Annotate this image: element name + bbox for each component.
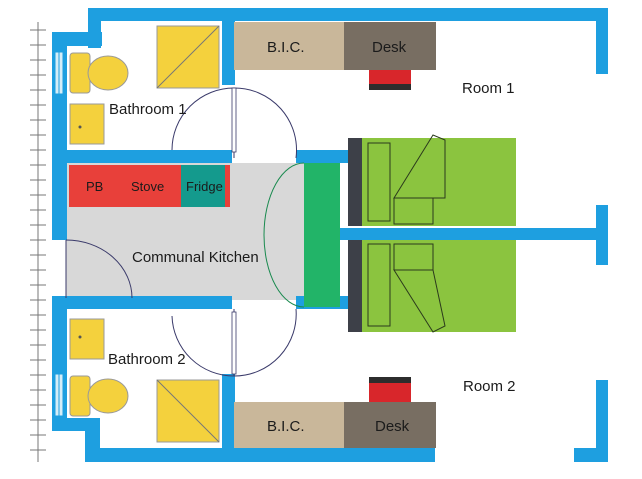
counter-extension [225,165,230,207]
room-label: Bathroom 1 [109,101,187,118]
room-label: Room 1 [462,80,515,97]
toilet-icon [69,375,129,417]
shower-icon [156,379,220,443]
counter-label: Fridge [186,179,223,194]
room-door-arc [263,162,305,308]
walls [52,8,608,462]
vanity-icon [69,318,105,360]
room-door [304,163,340,307]
counter-pb-stove [69,165,181,207]
bic [234,22,344,70]
chair-icon [369,383,411,402]
counter-label: PB [86,179,103,194]
bed-room1 [348,134,516,226]
chair-back [369,377,411,383]
desk [344,402,436,448]
desk [344,22,436,70]
counter-label: Stove [131,179,164,194]
furniture-label: Desk [372,39,407,56]
vanity-icon [69,103,105,145]
furniture-label: B.I.C. [267,418,305,435]
chair-back [369,84,411,90]
room-label: Communal Kitchen [132,249,259,266]
scale-ruler [30,22,46,462]
bic [234,402,344,448]
shower-icon [156,25,220,89]
room-label: Bathroom 2 [108,351,186,368]
fridge [181,165,225,207]
windows [54,51,64,417]
bed-room2 [348,240,516,333]
door-panel [231,311,237,375]
door-panel [231,87,237,153]
furniture-label: B.I.C. [267,39,305,56]
chair-icon [369,70,411,84]
door-swing-left [65,239,133,299]
furniture-label: Desk [375,418,410,435]
toilet-icon [69,52,129,94]
room-label: Room 2 [463,378,516,395]
